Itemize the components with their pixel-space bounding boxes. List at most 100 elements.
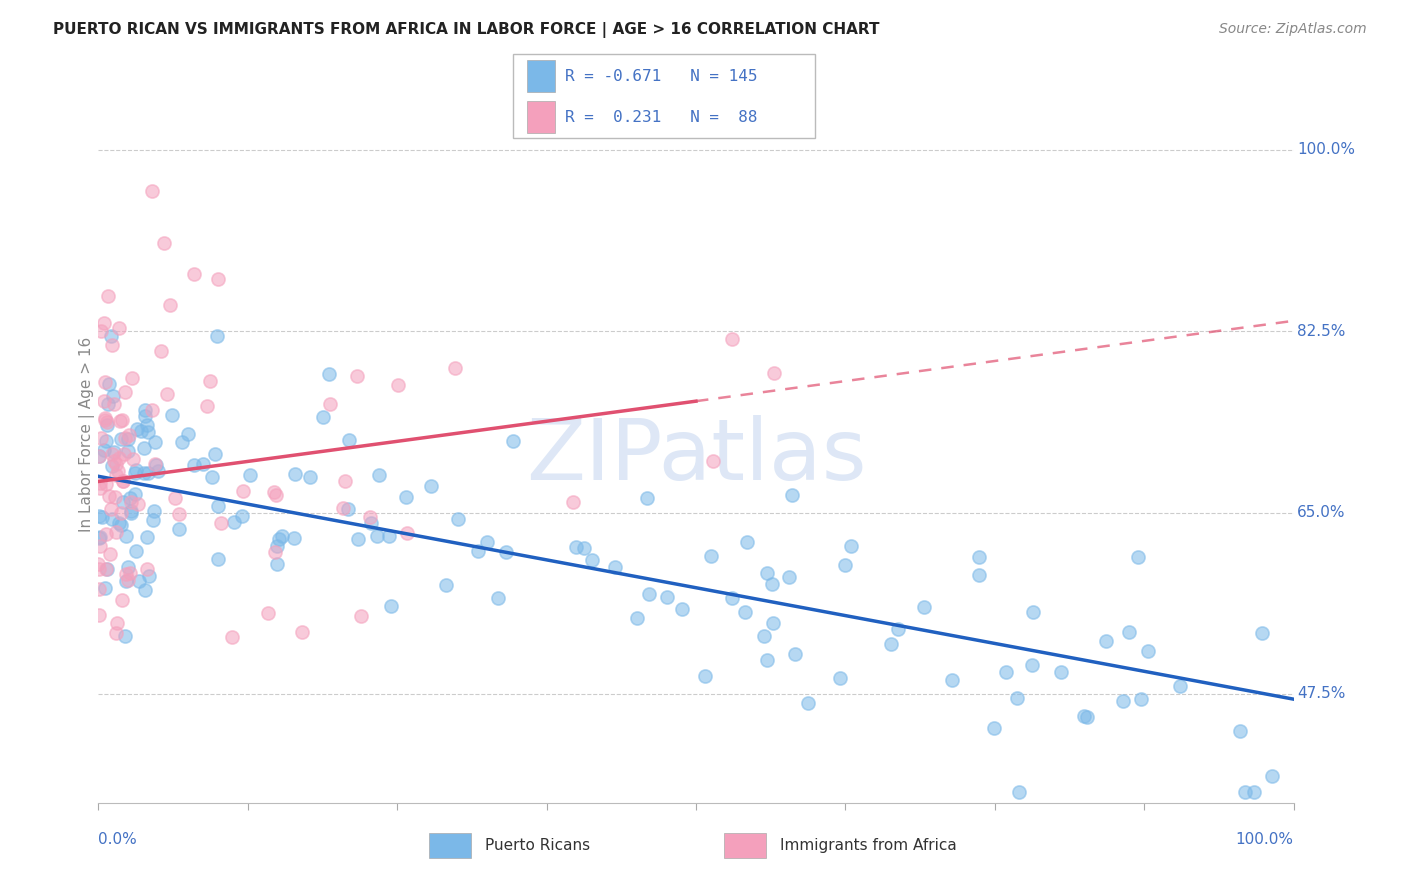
Point xyxy=(91,509,114,524)
Text: 100.0%: 100.0% xyxy=(1298,143,1355,157)
Point xyxy=(752,629,775,643)
Point xyxy=(125,463,148,477)
Point xyxy=(231,509,253,524)
Point xyxy=(100,329,122,343)
Point xyxy=(284,467,307,482)
Point xyxy=(1008,785,1031,799)
Point xyxy=(1168,679,1191,693)
Point xyxy=(880,637,903,651)
Point xyxy=(271,529,294,543)
Point xyxy=(93,375,115,389)
Point xyxy=(111,475,134,489)
Point xyxy=(941,673,963,687)
Point xyxy=(101,388,124,402)
Point xyxy=(264,488,287,502)
Text: PUERTO RICAN VS IMMIGRANTS FROM AFRICA IN LABOR FORCE | AGE > 16 CORRELATION CHA: PUERTO RICAN VS IMMIGRANTS FROM AFRICA I… xyxy=(53,22,880,38)
Point xyxy=(311,409,333,424)
Point xyxy=(107,464,129,478)
Point xyxy=(291,624,314,639)
Point xyxy=(134,582,156,597)
Point xyxy=(141,402,163,417)
Point xyxy=(778,570,800,584)
Point xyxy=(983,721,1005,735)
Point xyxy=(1137,644,1160,658)
Point xyxy=(108,413,131,427)
Point xyxy=(94,412,117,426)
Point xyxy=(581,553,603,567)
Point xyxy=(93,316,115,330)
Point xyxy=(122,452,145,467)
Point xyxy=(209,516,232,531)
Point xyxy=(108,516,131,530)
Point xyxy=(763,367,786,381)
Point xyxy=(120,494,142,508)
Point xyxy=(145,457,167,471)
Point xyxy=(115,529,138,543)
Point xyxy=(700,549,723,564)
Point xyxy=(239,467,262,482)
Point xyxy=(380,599,402,613)
Point xyxy=(94,581,117,595)
Point xyxy=(1076,709,1098,723)
Point xyxy=(111,495,134,509)
Point xyxy=(115,574,138,588)
Point xyxy=(89,539,111,553)
Point xyxy=(142,513,165,527)
Point xyxy=(475,534,498,549)
Point xyxy=(1021,658,1043,673)
Text: 47.5%: 47.5% xyxy=(1298,687,1346,701)
Point xyxy=(129,424,152,438)
Point xyxy=(562,495,585,509)
Point xyxy=(94,477,117,491)
Point xyxy=(263,485,285,500)
Point xyxy=(467,544,489,558)
Point xyxy=(636,491,658,505)
Point xyxy=(153,236,176,251)
Point xyxy=(120,566,142,580)
Point xyxy=(347,533,370,547)
Point xyxy=(360,516,382,530)
Point xyxy=(89,509,111,524)
Point xyxy=(127,497,149,511)
Point xyxy=(105,615,128,630)
Point xyxy=(333,474,356,488)
Point xyxy=(172,435,194,450)
Point xyxy=(94,527,117,541)
Point xyxy=(89,450,111,464)
Point xyxy=(257,606,280,620)
Point xyxy=(111,474,134,488)
Point xyxy=(605,559,627,574)
Point xyxy=(183,458,205,472)
Point xyxy=(97,396,120,410)
Point xyxy=(160,409,183,423)
Point xyxy=(124,467,146,481)
Point xyxy=(136,466,159,480)
Text: Source: ZipAtlas.com: Source: ZipAtlas.com xyxy=(1219,22,1367,37)
Text: 82.5%: 82.5% xyxy=(1298,324,1346,339)
Text: 65.0%: 65.0% xyxy=(1298,505,1346,520)
Point xyxy=(117,428,139,442)
Point xyxy=(145,458,167,472)
Point xyxy=(120,506,142,520)
Point xyxy=(132,441,155,455)
Point xyxy=(124,487,146,501)
Point xyxy=(125,422,148,436)
Point xyxy=(207,499,229,513)
Point xyxy=(366,529,388,543)
Point xyxy=(134,467,156,481)
Point xyxy=(264,545,287,559)
Point xyxy=(1005,691,1028,706)
Point xyxy=(1261,769,1284,783)
Point xyxy=(135,417,157,432)
Point xyxy=(90,432,112,446)
Point xyxy=(159,298,181,312)
Point xyxy=(167,522,190,536)
Point xyxy=(138,569,160,583)
Point xyxy=(359,510,381,524)
Point xyxy=(103,454,125,468)
Point xyxy=(222,515,245,529)
Point xyxy=(96,418,118,433)
Text: R = -0.671   N = 145: R = -0.671 N = 145 xyxy=(565,69,758,84)
Y-axis label: In Labor Force | Age > 16: In Labor Force | Age > 16 xyxy=(79,337,96,533)
Point xyxy=(207,272,229,286)
